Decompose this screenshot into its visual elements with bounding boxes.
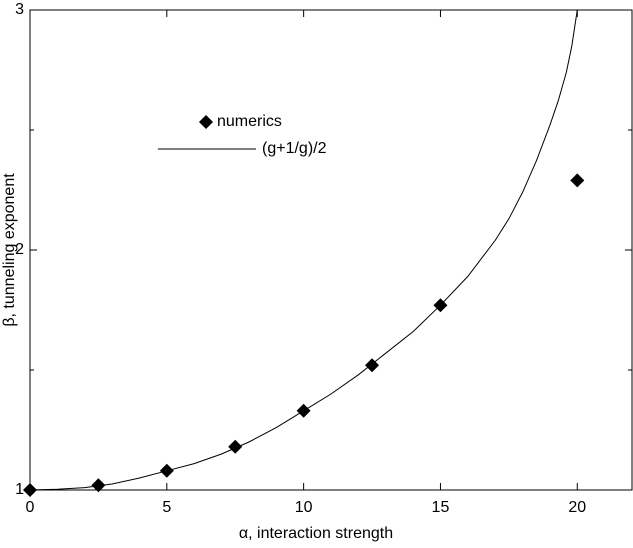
data-point: [91, 478, 106, 493]
x-tick-label: 0: [26, 499, 35, 516]
y-tick-label: 3: [15, 1, 24, 18]
x-tick-label: 20: [568, 499, 586, 516]
y-tick-label: 1: [15, 481, 24, 498]
legend-marker: [199, 115, 213, 129]
x-tick-label: 15: [432, 499, 450, 516]
legend-label: numerics: [217, 113, 282, 130]
x-axis-label: α, interaction strength: [239, 525, 393, 542]
data-point: [570, 173, 585, 188]
data-point: [228, 439, 243, 454]
plot-frame: [29, 9, 633, 491]
curve: [30, 10, 578, 490]
x-tick-label: 10: [295, 499, 313, 516]
y-tick-label: 2: [15, 241, 24, 258]
y-axis-label: β, tunneling exponent: [1, 173, 18, 327]
x-tick-label: 5: [162, 499, 171, 516]
legend-label: (g+1/g)/2: [262, 140, 327, 157]
